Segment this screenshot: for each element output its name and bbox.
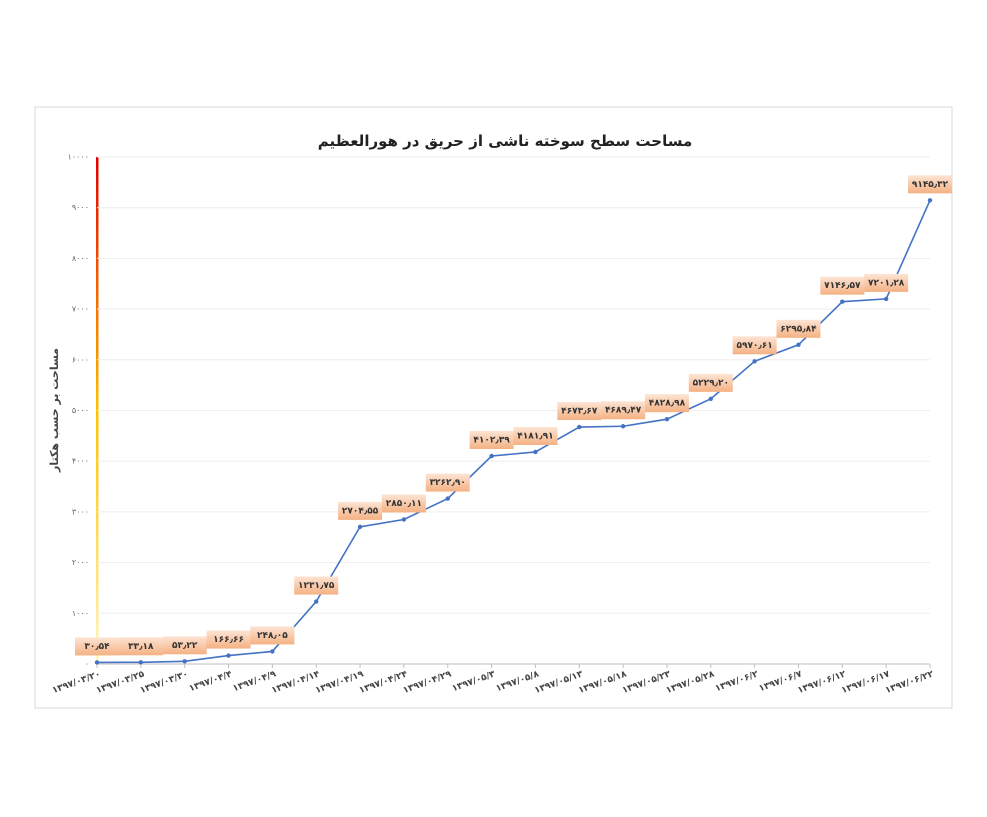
point bbox=[357, 524, 363, 530]
data-label-box bbox=[644, 394, 689, 413]
data-label-box bbox=[338, 501, 383, 520]
data-label-box bbox=[864, 273, 909, 292]
point bbox=[94, 660, 100, 665]
data-label: ۶۲۹۵٫۸۴ bbox=[776, 319, 821, 338]
data-label-text: ۴۸۲۸٫۹۸ bbox=[649, 399, 686, 409]
y-axis-title: مساحت بر حسب هکتار bbox=[48, 348, 61, 473]
data-label-text: ۳۰٫۵۴ bbox=[84, 642, 110, 652]
chart-title: مساحت سطح سوخته ناشی از حریق در هورالعظی… bbox=[318, 132, 693, 150]
y-tick-label: ۴۰۰۰ bbox=[72, 457, 89, 466]
data-label: ۴۶۸۹٫۴۷ bbox=[601, 401, 646, 420]
y-tick-label: ۱۰۰۰ bbox=[72, 609, 89, 618]
data-label: ۴۸۲۸٫۹۸ bbox=[644, 394, 689, 413]
data-label-text: ۲۴۸٫۰۵ bbox=[257, 631, 288, 641]
data-label: ۱۲۳۱٫۷۵ bbox=[294, 576, 339, 595]
data-label: ۲۷۰۴٫۵۵ bbox=[338, 501, 383, 520]
data-label-text: ۳۲۶۲٫۹۰ bbox=[430, 478, 466, 488]
data-label: ۴۱۰۲٫۳۹ bbox=[469, 431, 514, 450]
point bbox=[577, 424, 582, 430]
data-label-text: ۱۲۳۱٫۷۵ bbox=[298, 581, 335, 591]
data-label-box bbox=[688, 373, 733, 392]
data-label-box bbox=[425, 473, 470, 492]
point bbox=[270, 649, 275, 654]
data-label-box bbox=[250, 626, 295, 645]
y-tick-label: ۳۰۰۰ bbox=[72, 507, 89, 516]
data-label-box bbox=[294, 576, 339, 595]
data-label-text: ۹۱۴۵٫۳۲ bbox=[912, 180, 949, 190]
data-label-box bbox=[469, 431, 514, 450]
point bbox=[840, 299, 845, 304]
data-label-text: ۷۲۰۱٫۲۸ bbox=[868, 278, 905, 288]
point bbox=[796, 342, 801, 348]
data-label-text: ۴۶۸۹٫۴۷ bbox=[605, 406, 642, 416]
point bbox=[708, 396, 713, 402]
data-label-box bbox=[776, 319, 821, 338]
data-label-box bbox=[206, 630, 251, 649]
data-label: ۳۲۶۲٫۹۰ bbox=[425, 473, 470, 492]
point bbox=[182, 659, 187, 664]
point bbox=[533, 449, 538, 455]
data-label-box bbox=[75, 637, 119, 656]
data-label-box bbox=[908, 175, 952, 194]
data-label-text: ۱۶۶٫۶۶ bbox=[213, 635, 244, 645]
data-label-box bbox=[732, 336, 777, 355]
y-tick-label: ۹۰۰۰ bbox=[72, 203, 89, 212]
data-label-text: ۲۷۰۴٫۵۵ bbox=[342, 506, 379, 516]
y-tick-label: ۷۰۰۰ bbox=[72, 305, 89, 314]
data-label: ۳۳٫۱۸ bbox=[118, 637, 163, 656]
chart-frame bbox=[34, 106, 953, 709]
data-label-text: ۵۲۲۹٫۲۰ bbox=[693, 378, 729, 388]
data-label: ۱۶۶٫۶۶ bbox=[206, 630, 251, 649]
data-label-box bbox=[513, 426, 558, 445]
data-label-box bbox=[381, 494, 426, 513]
y-tick-label: ۱۰۰۰۰ bbox=[68, 153, 89, 162]
data-label-text: ۴۱۸۱٫۹۱ bbox=[517, 431, 553, 441]
point bbox=[489, 453, 494, 459]
point bbox=[883, 296, 889, 302]
data-label: ۲۸۵۰٫۱۱ bbox=[381, 494, 426, 513]
point bbox=[620, 424, 626, 429]
point bbox=[927, 198, 933, 203]
data-label: ۷۱۴۶٫۵۷ bbox=[820, 276, 865, 295]
data-label: ۲۴۸٫۰۵ bbox=[250, 626, 295, 645]
y-tick-label: ۰ bbox=[85, 660, 89, 669]
point bbox=[314, 599, 319, 604]
data-label-box bbox=[601, 401, 646, 420]
line bbox=[96, 200, 931, 664]
data-label-text: ۳۳٫۱۸ bbox=[128, 642, 154, 652]
point bbox=[752, 359, 757, 364]
point bbox=[226, 653, 231, 658]
y-tick-label: ۵۰۰۰ bbox=[72, 406, 89, 415]
point bbox=[138, 660, 144, 665]
data-label-text: ۵۳٫۲۲ bbox=[172, 641, 198, 651]
data-label-text: ۲۸۵۰٫۱۱ bbox=[386, 499, 422, 509]
data-label-text: ۷۱۴۶٫۵۷ bbox=[824, 281, 861, 291]
data-label: ۳۰٫۵۴ bbox=[75, 637, 119, 656]
data-label: ۴۶۷۳٫۶۷ bbox=[557, 402, 602, 421]
data-label: ۵۲۲۹٫۲۰ bbox=[688, 373, 733, 392]
data-label-text: ۶۲۹۵٫۸۴ bbox=[780, 324, 817, 334]
data-label: ۵۹۷۰٫۶۱ bbox=[732, 336, 777, 355]
data-label-text: ۴۶۷۳٫۶۷ bbox=[561, 407, 598, 417]
data-label: ۵۳٫۲۲ bbox=[162, 636, 207, 655]
data-label-text: ۵۹۷۰٫۶۱ bbox=[736, 341, 772, 351]
data-label: ۴۱۸۱٫۹۱ bbox=[513, 426, 558, 445]
data-label-box bbox=[557, 402, 602, 421]
data-label-text: ۴۱۰۲٫۳۹ bbox=[473, 436, 510, 446]
data-label: ۹۱۴۵٫۳۲ bbox=[908, 175, 952, 194]
data-label-box bbox=[162, 636, 207, 655]
point bbox=[664, 416, 670, 422]
y-tick-label: ۸۰۰۰ bbox=[72, 254, 89, 263]
point bbox=[401, 517, 407, 522]
point bbox=[445, 496, 450, 501]
y-tick-label: ۶۰۰۰ bbox=[72, 355, 89, 364]
data-label-box bbox=[820, 276, 865, 295]
data-label-box bbox=[118, 637, 163, 656]
data-label: ۷۲۰۱٫۲۸ bbox=[864, 273, 909, 292]
y-tick-label: ۲۰۰۰ bbox=[72, 558, 89, 567]
